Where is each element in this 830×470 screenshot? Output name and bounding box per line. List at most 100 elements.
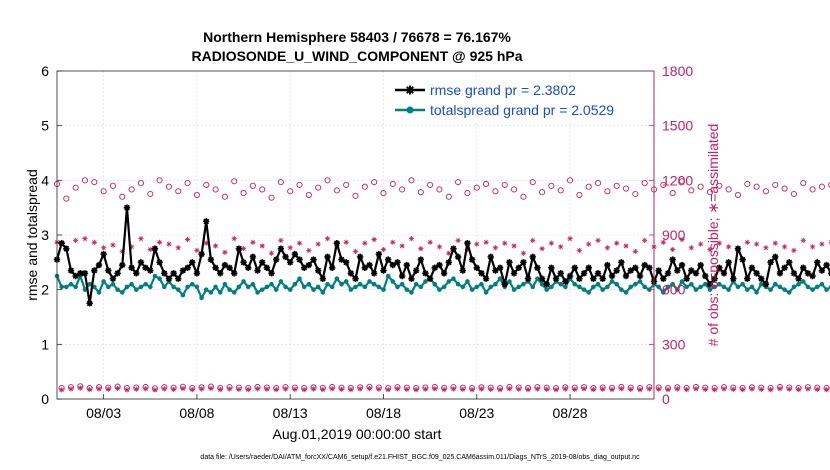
obs-assimilated-marker xyxy=(777,386,783,392)
obs-assimilated-marker xyxy=(618,386,624,392)
rmse-marker xyxy=(478,270,485,277)
obs-assimilated-marker xyxy=(399,243,405,249)
rmse-marker xyxy=(492,267,499,274)
obs-assimilated-marker xyxy=(590,386,596,393)
obs-possible-marker xyxy=(343,181,350,188)
rmse-marker xyxy=(482,275,490,282)
rmse-marker xyxy=(730,275,737,282)
totalspread-marker xyxy=(493,281,498,287)
y2-axis-label: # of obs: o=possible; ∗=assimilated xyxy=(705,124,721,347)
totalspread-marker xyxy=(819,281,825,287)
rmse-marker xyxy=(347,270,355,277)
totalspread-marker xyxy=(269,281,274,287)
totalspread-marker xyxy=(768,287,773,292)
obs-assimilated-marker xyxy=(320,386,326,393)
totalspread-marker xyxy=(712,284,717,290)
rmse-marker xyxy=(688,267,695,274)
obs-assimilated-marker xyxy=(478,386,485,392)
totalspread-marker xyxy=(199,295,204,301)
rmse-marker xyxy=(212,264,219,271)
rmse-marker xyxy=(590,275,597,282)
totalspread-marker xyxy=(381,287,386,292)
rmse-marker xyxy=(240,259,247,266)
obs-assimilated-marker xyxy=(418,246,424,252)
obs-assimilated-marker xyxy=(301,387,307,393)
obs-assimilated-marker xyxy=(226,386,233,392)
rmse-marker xyxy=(277,245,285,252)
rmse-marker xyxy=(394,259,401,266)
totalspread-marker xyxy=(754,290,759,295)
obs-assimilated-marker xyxy=(520,250,527,256)
totalspread-marker xyxy=(171,284,176,290)
obs-possible-marker xyxy=(706,189,714,196)
obs-possible-marker xyxy=(324,177,331,184)
obs-assimilated-marker xyxy=(805,386,811,392)
obs-assimilated-marker xyxy=(721,386,727,392)
obs-assimilated-marker xyxy=(581,386,587,392)
rmse-marker xyxy=(389,261,397,269)
rmse-marker xyxy=(338,256,345,263)
totalspread-marker xyxy=(684,284,689,290)
rmse-marker xyxy=(217,270,224,277)
totalspread-marker xyxy=(101,279,106,284)
totalspread-marker xyxy=(679,279,685,284)
totalspread-marker xyxy=(213,284,218,290)
obs-assimilated-marker xyxy=(152,387,158,393)
y-tick-label: 0 xyxy=(41,391,49,407)
obs-assimilated-marker xyxy=(614,240,620,246)
obs-assimilated-marker xyxy=(492,245,499,251)
obs-possible-marker xyxy=(511,186,518,193)
totalspread-marker xyxy=(810,287,815,292)
obs-possible-marker xyxy=(660,181,667,188)
obs-possible-marker xyxy=(725,186,732,193)
totalspread-marker xyxy=(147,284,153,290)
obs-assimilated-marker xyxy=(73,237,79,244)
rmse-marker xyxy=(417,256,424,263)
rmse-marker xyxy=(655,267,662,274)
obs-possible-marker xyxy=(632,190,639,198)
totalspread-marker xyxy=(511,287,517,292)
y2-tick-label: 1500 xyxy=(662,118,693,134)
legend-spread-label: totalspread grand pr = 2.0529 xyxy=(430,102,614,118)
obs-assimilated-marker xyxy=(702,386,708,392)
rmse-marker xyxy=(151,245,159,252)
obs-assimilated-marker xyxy=(562,386,568,392)
totalspread-marker xyxy=(152,273,158,279)
rmse-marker xyxy=(571,264,578,271)
obs-assimilated-marker xyxy=(768,387,774,393)
obs-assimilated-marker xyxy=(408,236,415,242)
obs-assimilated-marker xyxy=(422,386,429,392)
rmse-marker xyxy=(772,253,779,261)
rmse-marker xyxy=(636,272,644,280)
obs-assimilated-marker xyxy=(203,240,209,246)
obs-assimilated-marker xyxy=(809,244,816,250)
totalspread-marker xyxy=(180,292,186,298)
rmse-marker xyxy=(576,275,583,282)
rmse-marker xyxy=(795,275,802,282)
obs-assimilated-marker xyxy=(362,240,368,246)
rmse-marker xyxy=(725,259,732,266)
x-tick-label: 08/18 xyxy=(366,405,401,421)
y-axis-label: rmse and totalspread xyxy=(24,169,40,301)
x-tick-label: 08/23 xyxy=(459,405,494,421)
totalspread-marker xyxy=(637,279,643,284)
grid xyxy=(57,71,654,399)
obs-assimilated-marker xyxy=(110,242,116,248)
obs-assimilated-marker xyxy=(380,246,387,253)
rmse-marker xyxy=(384,256,392,263)
rmse-marker xyxy=(63,245,70,252)
rmse-marker xyxy=(786,259,793,266)
obs-assimilated-marker xyxy=(656,386,662,392)
totalspread-marker xyxy=(367,279,372,284)
obs-assimilated-marker xyxy=(348,386,354,393)
obs-assimilated-marker xyxy=(157,239,163,245)
rmse-marker xyxy=(711,275,718,282)
rmse-marker xyxy=(534,264,541,271)
rmse-marker xyxy=(473,264,480,271)
obs-assimilated-marker xyxy=(245,386,251,393)
totalspread-marker xyxy=(824,287,829,292)
obs-possible-marker xyxy=(212,186,219,193)
rmse-marker xyxy=(594,270,602,277)
obs-assimilated-marker xyxy=(268,250,275,256)
